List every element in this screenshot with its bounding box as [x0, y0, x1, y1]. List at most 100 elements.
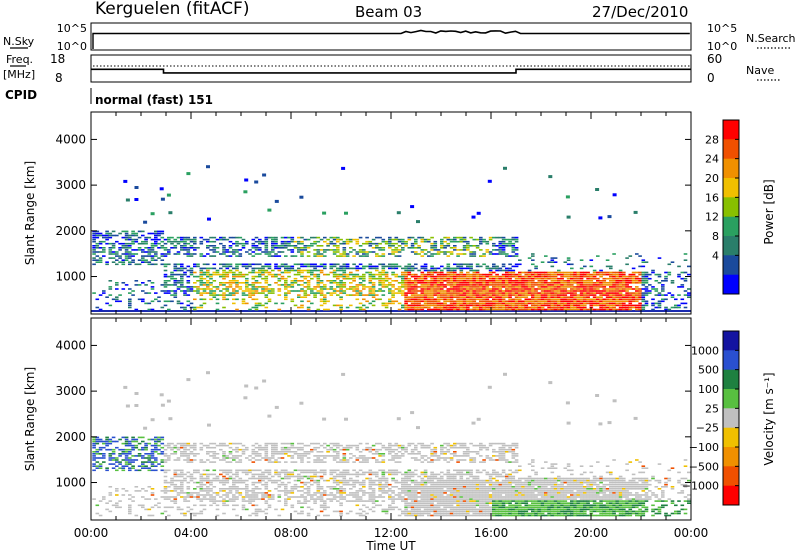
velocity-cell: [173, 479, 178, 482]
power-cell: [384, 273, 389, 276]
velocity-cell: [407, 488, 412, 490]
power-cell: [193, 265, 197, 268]
power-cell: [557, 298, 561, 301]
power-cell: [440, 284, 444, 286]
power-cell: [254, 267, 259, 270]
velocity-cell: [381, 496, 386, 498]
power-cell: [111, 257, 116, 259]
velocity-cell: [261, 477, 265, 480]
power-cell: [644, 304, 649, 307]
velocity-cell: [355, 475, 360, 478]
power-cell: [466, 263, 470, 266]
power-cell: [271, 275, 275, 278]
velocity-cell: [284, 451, 288, 453]
power-cell: [596, 280, 600, 282]
power-cell: [443, 275, 447, 278]
power-cell: [596, 273, 600, 276]
power-cell: [222, 236, 226, 239]
power-cell: [420, 240, 425, 243]
power-cell: [345, 253, 350, 255]
power-cell: [397, 238, 402, 241]
power-cell: [394, 242, 399, 245]
velocity-cell: [284, 461, 288, 463]
power-cell: [368, 290, 373, 292]
power-cell: [416, 220, 420, 224]
velocity-cell: [167, 442, 171, 445]
power-cell: [160, 263, 165, 266]
velocity-cell: [154, 469, 158, 472]
power-cell: [339, 265, 343, 268]
power-cell: [583, 294, 587, 296]
velocity-cell: [219, 490, 223, 492]
power-cell: [215, 294, 220, 296]
velocity-cell: [241, 504, 246, 507]
power-cell: [267, 284, 272, 286]
power-cell: [466, 306, 470, 309]
power-cell: [154, 234, 158, 237]
velocity-cell: [300, 512, 304, 515]
velocity-cell: [388, 494, 392, 496]
velocity-cell: [277, 479, 282, 482]
power-cell: [527, 275, 532, 278]
power-cell: [514, 290, 519, 292]
velocity-cell: [248, 496, 252, 498]
power-cell: [472, 300, 477, 303]
power-cell: [235, 249, 239, 251]
power-cell: [147, 255, 152, 257]
power-cell: [586, 300, 590, 303]
power-cell: [631, 282, 636, 284]
velocity-cell: [391, 455, 395, 457]
velocity-cell: [394, 481, 399, 484]
velocity-cell: [277, 453, 282, 455]
power-ytick-label: 4000: [55, 132, 86, 146]
velocity-cell: [225, 473, 230, 476]
power-cell: [456, 298, 460, 301]
power-cell: [401, 280, 405, 282]
power-cell: [553, 302, 558, 305]
power-cell: [622, 280, 626, 282]
cpid-value: normal (fast) 151: [95, 93, 213, 107]
power-cell: [300, 296, 304, 298]
power-cell: [339, 282, 343, 284]
power-cell: [212, 247, 217, 249]
power-cell: [215, 238, 220, 241]
power-cell: [508, 271, 512, 274]
power-cell: [521, 294, 525, 296]
power-cell: [358, 302, 363, 305]
power-cell: [508, 282, 512, 284]
velocity-cell: [401, 492, 405, 494]
power-cell: [475, 284, 480, 286]
power-cell: [430, 298, 434, 301]
velocity-cell: [345, 459, 350, 461]
power-cell: [479, 300, 483, 303]
power-cell: [115, 288, 119, 290]
power-cell: [498, 296, 503, 298]
power-cell: [128, 236, 132, 239]
power-cell: [657, 294, 662, 296]
velocity-cell: [371, 498, 376, 500]
power-cell: [401, 306, 405, 309]
power-cell: [313, 265, 317, 268]
velocity-cell: [258, 469, 262, 472]
power-cell: [625, 304, 629, 307]
power-cell: [280, 236, 285, 239]
power-cell: [410, 296, 415, 298]
power-cell: [622, 308, 626, 311]
power-cell: [576, 282, 581, 284]
power-cell: [566, 280, 571, 282]
power-cell: [222, 284, 226, 286]
power-cell: [459, 238, 464, 241]
power-cell: [316, 251, 321, 253]
power-cell: [518, 263, 522, 266]
velocity-cell: [189, 508, 194, 511]
power-cell: [258, 271, 262, 274]
velocity-cell: [401, 477, 405, 480]
velocity-cell: [235, 475, 239, 478]
power-cell: [560, 271, 564, 274]
velocity-cell: [362, 481, 366, 484]
power-cell: [102, 234, 106, 237]
power-cell: [323, 251, 327, 253]
power-cell: [540, 296, 545, 298]
power-cell: [141, 240, 145, 243]
power-cell: [547, 277, 551, 280]
